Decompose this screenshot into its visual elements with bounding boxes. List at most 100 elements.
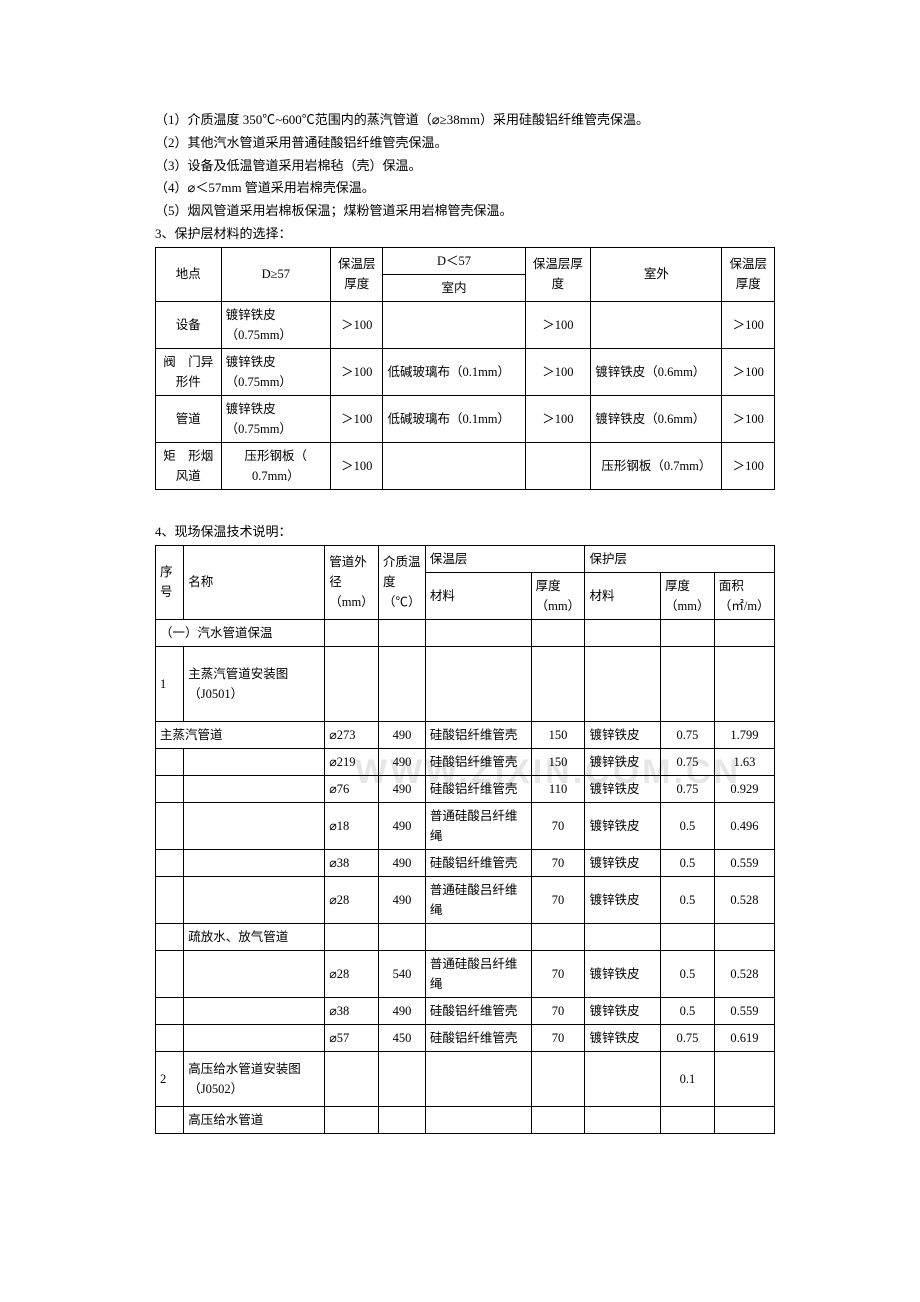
cell: 0.5 (661, 997, 715, 1024)
cell: ＞100 (722, 301, 775, 348)
cell (379, 619, 426, 646)
cell: 0.1 (661, 1051, 715, 1106)
cell: 490 (379, 775, 426, 802)
cell: 硅酸铝纤维管壳 (425, 849, 531, 876)
cell (425, 923, 531, 950)
cell (184, 748, 325, 775)
cell (383, 301, 525, 348)
cell: 490 (379, 849, 426, 876)
cell (531, 646, 585, 721)
cell (156, 849, 184, 876)
cell: ⌀28 (325, 876, 379, 923)
cell (531, 1051, 585, 1106)
cell: 硅酸铝纤维管壳 (425, 1024, 531, 1051)
cell (379, 923, 426, 950)
cell: ⌀57 (325, 1024, 379, 1051)
table-row: 设备 镀锌铁皮（0.75mm） ＞100 ＞100 ＞100 (156, 301, 775, 348)
cell (156, 997, 184, 1024)
cell (425, 646, 531, 721)
cell: 110 (531, 775, 585, 802)
th-area: 面积（㎡/m） (714, 572, 774, 619)
cell: ⌀219 (325, 748, 379, 775)
cell: 镀锌铁皮 (585, 775, 661, 802)
cell (661, 646, 715, 721)
cell: ＞100 (722, 395, 775, 442)
cell: 设备 (156, 301, 222, 348)
cell (156, 950, 184, 997)
cell: 490 (379, 802, 426, 849)
cell (714, 619, 774, 646)
th-seq: 序号 (156, 545, 184, 619)
cell: 70 (531, 802, 585, 849)
cell: ⌀18 (325, 802, 379, 849)
cell (585, 646, 661, 721)
cell (156, 923, 184, 950)
insulation-spec-table: 序号 名称 管道外径（mm） 介质温度（℃） 保温层 保护层 材料 厚度（mm）… (155, 545, 775, 1134)
table-row: ⌀76 490 硅酸铝纤维管壳 110 镀锌铁皮 0.75 0.929 (156, 775, 775, 802)
cell: 70 (531, 876, 585, 923)
cell: 镀锌铁皮 (585, 802, 661, 849)
cell: 0.559 (714, 849, 774, 876)
table-row: ⌀18 490 普通硅酸吕纤维绳 70 镀锌铁皮 0.5 0.496 (156, 802, 775, 849)
cell: ＞100 (525, 395, 591, 442)
th-ins: 保温层 (425, 545, 585, 572)
cell: 490 (379, 721, 426, 748)
cell: 低碱玻璃布（0.1mm） (383, 395, 525, 442)
cell (325, 923, 379, 950)
th-thk3: 保温层厚度 (722, 247, 775, 301)
cell: 1.799 (714, 721, 774, 748)
cell (531, 923, 585, 950)
cell (184, 802, 325, 849)
table-row: 1 主蒸汽管道安装图（J0501） (156, 646, 775, 721)
cell: ⌀273 (325, 721, 379, 748)
cell (661, 1106, 715, 1133)
cell (379, 646, 426, 721)
cell: 镀锌铁皮（0.75mm） (221, 301, 330, 348)
th-prot-mat: 材料 (585, 572, 661, 619)
cell (156, 775, 184, 802)
cell: ＞100 (722, 348, 775, 395)
cell: ＞100 (525, 348, 591, 395)
table-row: 序号 名称 管道外径（mm） 介质温度（℃） 保温层 保护层 (156, 545, 775, 572)
para-5: （5）烟风管道采用岩棉板保温；煤粉管道采用岩棉管壳保温。 (155, 201, 775, 222)
cell (425, 1106, 531, 1133)
cell: 0.5 (661, 802, 715, 849)
cell: 主蒸汽管道 (156, 721, 325, 748)
th-ins-mat: 材料 (425, 572, 531, 619)
table-row: 地点 D≥57 保温层厚度 D＜57 保温层厚度 室外 保温层厚度 (156, 247, 775, 274)
th-out: 室外 (591, 247, 722, 301)
cell: 镀锌铁皮 (585, 721, 661, 748)
table-row: ⌀28 540 普通硅酸吕纤维绳 70 镀锌铁皮 0.5 0.528 (156, 950, 775, 997)
para-2: （2）其他汽水管道采用普通硅酸铝纤维管壳保温。 (155, 133, 775, 154)
th-prot-thk: 厚度（mm） (661, 572, 715, 619)
th-name: 名称 (184, 545, 325, 619)
cell (425, 1051, 531, 1106)
cell: 0.5 (661, 876, 715, 923)
cell: 主蒸汽管道安装图（J0501） (184, 646, 325, 721)
th-site: 地点 (156, 247, 222, 301)
cell: 490 (379, 876, 426, 923)
cell: 硅酸铝纤维管壳 (425, 775, 531, 802)
th-indoor: 室内 (383, 274, 525, 301)
cell: 镀锌铁皮（0.6mm） (591, 348, 722, 395)
cell (591, 301, 722, 348)
th-thk2: 保温层厚度 (525, 247, 591, 301)
cell: 疏放水、放气管道 (184, 923, 325, 950)
cell: ⌀38 (325, 849, 379, 876)
section-4-title: 4、现场保温技术说明： (155, 522, 775, 543)
cell (585, 1051, 661, 1106)
table-row: 矩 形烟风道 压形钢板（ 0.7mm） ＞100 压形钢板（0.7mm） ＞10… (156, 442, 775, 489)
cell (184, 950, 325, 997)
table-row: 疏放水、放气管道 (156, 923, 775, 950)
cell: 管道 (156, 395, 222, 442)
cell: 0.5 (661, 950, 715, 997)
cell: 2 (156, 1051, 184, 1106)
cell (379, 1051, 426, 1106)
cell (156, 1024, 184, 1051)
table-row: 管道 镀锌铁皮（0.75mm） ＞100 低碱玻璃布（0.1mm） ＞100 镀… (156, 395, 775, 442)
cell (184, 1024, 325, 1051)
cell (661, 923, 715, 950)
cell: 70 (531, 997, 585, 1024)
cell: 硅酸铝纤维管壳 (425, 721, 531, 748)
cell: 矩 形烟风道 (156, 442, 222, 489)
